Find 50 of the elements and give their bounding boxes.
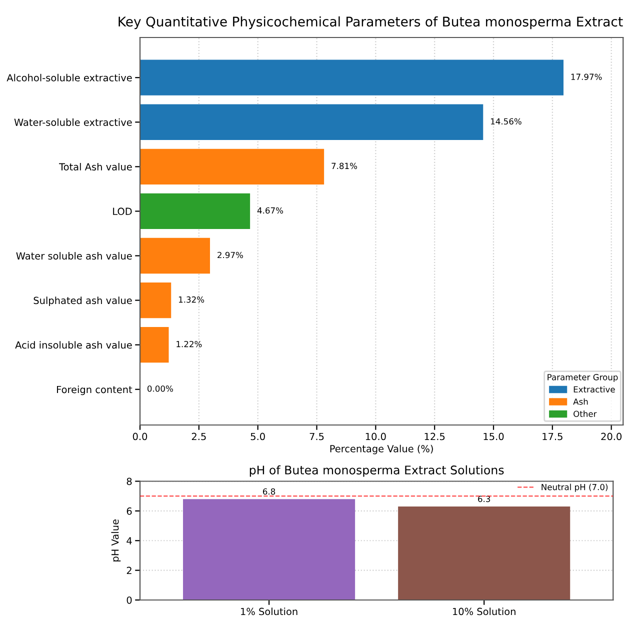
y-tick-label: Total Ash value bbox=[59, 162, 132, 170]
y-tick-label: Foreign content bbox=[57, 386, 132, 396]
bar bbox=[140, 104, 484, 140]
x-tick-label: 5.0 bbox=[250, 432, 265, 440]
legend-title: Parameter Group bbox=[548, 374, 618, 382]
y-tick-label: 6 bbox=[126, 507, 132, 515]
chart-title: pH of Butea monosperma Extract Solutions bbox=[250, 465, 504, 477]
x-tick-label: 0.0 bbox=[132, 432, 148, 440]
y-tick-label: 8 bbox=[126, 478, 132, 486]
data-label: 4.67% bbox=[257, 207, 284, 214]
x-tick-label: 10.0 bbox=[366, 432, 386, 440]
x-tick-label: 20.0 bbox=[601, 432, 622, 440]
x-tick-label: 1% Solution bbox=[241, 608, 298, 616]
data-label: 6.8 bbox=[262, 488, 276, 495]
data-label: 14.56% bbox=[490, 118, 522, 125]
x-tick-label: 15.0 bbox=[484, 432, 504, 440]
x-tick-label: 2.5 bbox=[192, 432, 206, 440]
bar bbox=[140, 238, 210, 274]
x-tick-label: 17.5 bbox=[542, 432, 562, 440]
x-tick-label: 10% Solution bbox=[453, 608, 516, 616]
data-label: 2.97% bbox=[218, 252, 243, 258]
data-label: 1.32% bbox=[178, 296, 204, 303]
y-tick-label: Alcohol-soluble extractive bbox=[6, 74, 132, 82]
y-axis-title: pH Value bbox=[111, 520, 121, 562]
bar bbox=[140, 282, 172, 318]
data-label: 1.22% bbox=[176, 340, 202, 348]
legend-label: Neutral pH (7.0) bbox=[542, 484, 608, 492]
bar bbox=[140, 193, 250, 230]
y-tick-label: 2 bbox=[126, 566, 132, 574]
data-label: 7.81% bbox=[332, 162, 358, 170]
y-tick-label: 4 bbox=[126, 537, 132, 544]
x-tick-label: 12.5 bbox=[424, 432, 445, 440]
x-tick-label: 7.5 bbox=[310, 432, 324, 440]
chart-title: Key Quantitative Physicochemical Parameters of Butea monosperma Extract bbox=[118, 16, 623, 30]
y-tick-label: Acid insoluble ash value bbox=[15, 341, 132, 349]
y-tick-label: Water-soluble extractive bbox=[14, 118, 132, 126]
bar bbox=[140, 60, 564, 96]
y-tick-label: LOD bbox=[113, 208, 132, 216]
x-axis-title: Percentage Value (%) bbox=[330, 444, 433, 454]
legend-label: Extractive bbox=[574, 386, 615, 393]
y-tick-label: Water soluble ash value bbox=[16, 252, 132, 260]
data-label: 0.00% bbox=[147, 385, 173, 392]
data-label: 17.97% bbox=[571, 74, 602, 80]
y-tick-label: 0 bbox=[126, 596, 132, 604]
legend-label: Other bbox=[574, 410, 597, 418]
data-label: 6.3 bbox=[478, 496, 490, 502]
bar bbox=[140, 148, 324, 184]
y-tick-label: Sulphated ash value bbox=[34, 296, 132, 306]
bar bbox=[140, 327, 169, 363]
legend-label: Ash bbox=[573, 398, 588, 405]
